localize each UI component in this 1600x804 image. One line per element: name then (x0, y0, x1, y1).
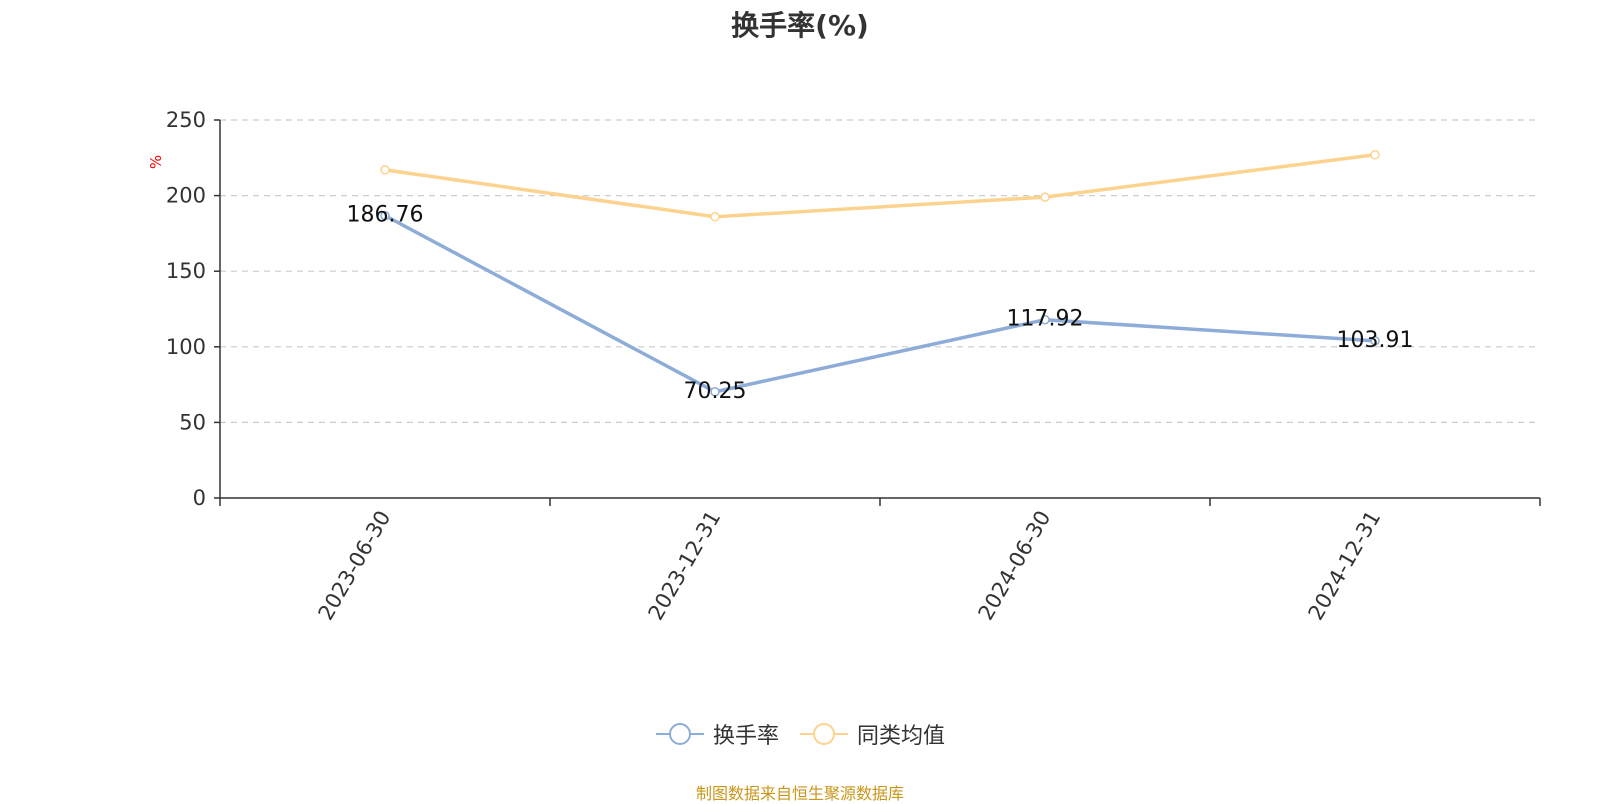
data-label: 70.25 (684, 379, 747, 404)
legend-label: 同类均值 (857, 724, 946, 749)
data-point (710, 212, 720, 222)
data-point (380, 165, 390, 175)
legend-item[interactable]: 同类均值 (799, 718, 945, 750)
chart-title: 换手率(%) (731, 9, 869, 42)
y-tick-label: 200 (166, 184, 206, 208)
x-tick-label: 2024-12-31 (1304, 507, 1386, 625)
y-tick-label: 250 (166, 108, 206, 132)
data-label: 117.92 (1007, 307, 1084, 332)
legend-marker-icon (800, 723, 848, 745)
axes: 0 50 100 150 200 250 2023-06-30 2023-12-31 2024-… (147, 108, 1541, 625)
legend-label: 换手率 (712, 724, 779, 749)
y-tick-label: 0 (193, 486, 206, 510)
y-tick-label: 50 (179, 410, 206, 434)
data-point (380, 210, 390, 221)
y-tick-label: 100 (166, 335, 206, 359)
y-axis-label: % (147, 155, 165, 169)
legend-item[interactable]: 换手率 (655, 718, 779, 750)
series-line (383, 153, 1377, 219)
data-point (1370, 336, 1380, 346)
source-note: 制图数据来自恒生聚源数据库 (695, 784, 904, 803)
data-point (1370, 150, 1380, 160)
data-point (1040, 314, 1050, 325)
series-line (383, 213, 1377, 394)
x-tick-label: 2024-06-30 (974, 507, 1056, 625)
data-label: 103.91 (1337, 328, 1414, 353)
series (380, 150, 1380, 397)
y-tick-label: 150 (166, 259, 206, 283)
data-point (1040, 192, 1050, 202)
data-label: 186.76 (347, 203, 424, 228)
x-tick-label: 2023-12-31 (644, 507, 726, 625)
x-tick-label: 2023-06-30 (314, 507, 396, 625)
data-point (710, 387, 720, 397)
data-labels: 186.76 70.25 117.92 103.91 (347, 203, 1414, 404)
grid-lines (220, 119, 1540, 423)
legend: 换手率 同类均值 (0, 718, 1600, 750)
legend-marker-icon (655, 723, 704, 745)
